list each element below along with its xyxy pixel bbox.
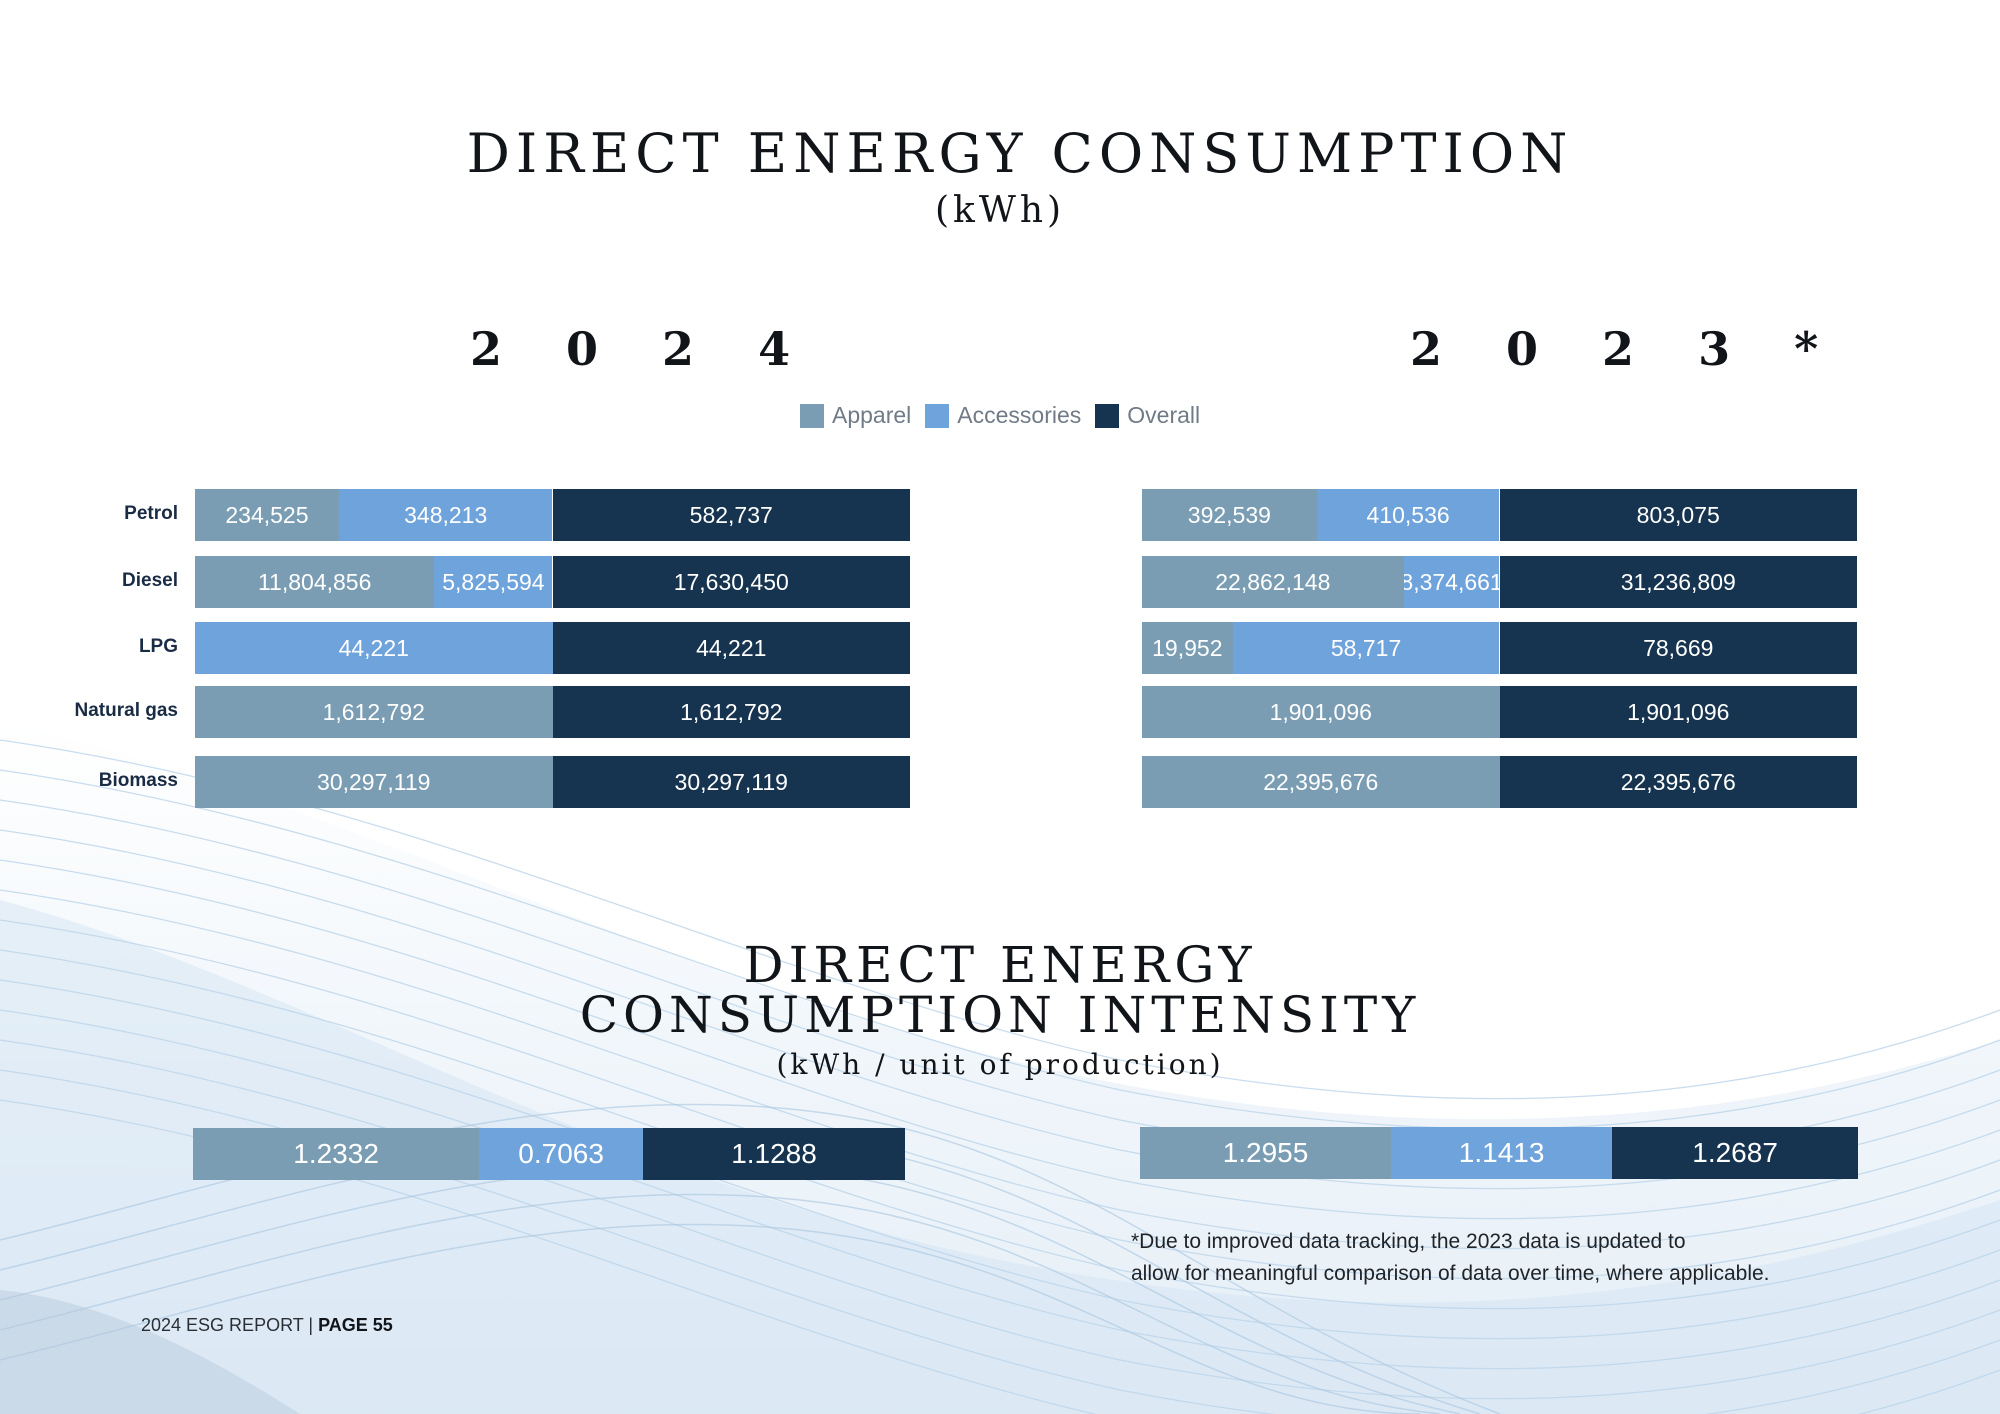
legend-label-apparel: Apparel <box>832 402 912 428</box>
bar-2024-petrol-accessories: 348,213 <box>338 489 553 541</box>
bar-2024-diesel-accessories: 5,825,594 <box>434 556 553 608</box>
bar-2023-biomass-overall: 22,395,676 <box>1499 756 1857 808</box>
bar-2024-natural-gas-overall: 1,612,792 <box>552 686 910 738</box>
intensity-bar-2024-accessories: 0.7063 <box>479 1128 644 1180</box>
footnote-line2: allow for meaningful comparison of data … <box>1131 1262 1770 1285</box>
category-label-diesel: Diesel <box>122 570 178 591</box>
legend-swatch-overall <box>1095 403 1120 428</box>
chart-2023-title: 2 0 2 3 * <box>1410 322 1843 376</box>
bar-2024-petrol-apparel: 234,525 <box>195 489 339 541</box>
bar-2024-biomass-overall: 30,297,119 <box>552 756 910 808</box>
bar-2023-lpg-overall: 78,669 <box>1499 622 1857 674</box>
bar-2024-diesel-apparel: 11,804,856 <box>195 556 435 608</box>
bar-2023-natural-gas-apparel: 1,901,096 <box>1142 686 1500 738</box>
bar-2024-natural-gas-apparel: 1,612,792 <box>195 686 553 738</box>
intensity-unit: (kWh / unit of production) <box>776 1048 1224 1081</box>
footnote-line1: *Due to improved data tracking, the 2023… <box>1131 1230 1686 1253</box>
bar-2024-diesel-overall: 17,630,450 <box>552 556 910 608</box>
footnote: *Due to improved data tracking, the 2023… <box>1131 1226 1891 1290</box>
footer-report-label: 2024 ESG REPORT | <box>141 1315 319 1335</box>
legend-label-accessories: Accessories <box>957 402 1082 428</box>
page-title-unit: (kWh) <box>934 190 1066 231</box>
bar-2024-biomass-apparel: 30,297,119 <box>195 756 553 808</box>
page-footer: 2024 ESG REPORT | PAGE 55 <box>141 1315 393 1336</box>
category-label-lpg: LPG <box>138 636 178 657</box>
bar-2023-lpg-apparel: 19,952 <box>1142 622 1233 674</box>
intensity-bar-2023-accessories: 1.1413 <box>1391 1127 1613 1179</box>
intensity-title: DIRECT ENERGY CONSUMPTION INTENSITY <box>0 940 2000 1040</box>
legend-swatch-accessories <box>925 403 950 428</box>
legend-item-overall: Overall <box>1095 402 1200 429</box>
bar-2023-diesel-overall: 31,236,809 <box>1499 556 1857 608</box>
bar-2024-petrol-overall: 582,737 <box>552 489 910 541</box>
bar-2023-petrol-accessories: 410,536 <box>1316 489 1500 541</box>
bar-2023-natural-gas-overall: 1,901,096 <box>1499 686 1857 738</box>
legend-item-apparel: Apparel <box>800 402 911 429</box>
intensity-bar-2023-apparel: 1.2955 <box>1140 1127 1392 1179</box>
bar-2023-diesel-accessories: 8,374,661 <box>1403 556 1500 608</box>
bar-2023-petrol-overall: 803,075 <box>1499 489 1857 541</box>
intensity-title-line2: CONSUMPTION INTENSITY <box>579 986 1421 1044</box>
legend-label-overall: Overall <box>1127 402 1201 428</box>
intensity-bar-2024-overall: 1.1288 <box>643 1128 905 1180</box>
intensity-bar-2024-apparel: 1.2332 <box>193 1128 480 1180</box>
bar-2023-biomass-apparel: 22,395,676 <box>1142 756 1500 808</box>
page-title: DIRECT ENERGY CONSUMPTION <box>466 122 1574 185</box>
bar-2023-lpg-accessories: 58,717 <box>1232 622 1500 674</box>
category-label-petrol: Petrol <box>124 503 178 524</box>
legend: Apparel Accessories Overall <box>800 402 1200 429</box>
chart-2024-title: 2 0 2 4 <box>470 322 815 376</box>
category-label-biomass: Biomass <box>98 770 178 791</box>
intensity-title-line1: DIRECT ENERGY <box>743 936 1257 994</box>
intensity-bar-2023-overall: 1.2687 <box>1612 1127 1858 1179</box>
legend-item-accessories: Accessories <box>925 402 1081 429</box>
footer-page-number: PAGE 55 <box>318 1315 393 1335</box>
bar-2024-lpg-overall: 44,221 <box>552 622 910 674</box>
category-label-natural-gas: Natural gas <box>74 700 178 721</box>
bar-2023-petrol-apparel: 392,539 <box>1142 489 1317 541</box>
bar-2024-lpg-accessories: 44,221 <box>195 622 553 674</box>
bar-2023-diesel-apparel: 22,862,148 <box>1142 556 1404 608</box>
legend-swatch-apparel <box>800 403 824 428</box>
